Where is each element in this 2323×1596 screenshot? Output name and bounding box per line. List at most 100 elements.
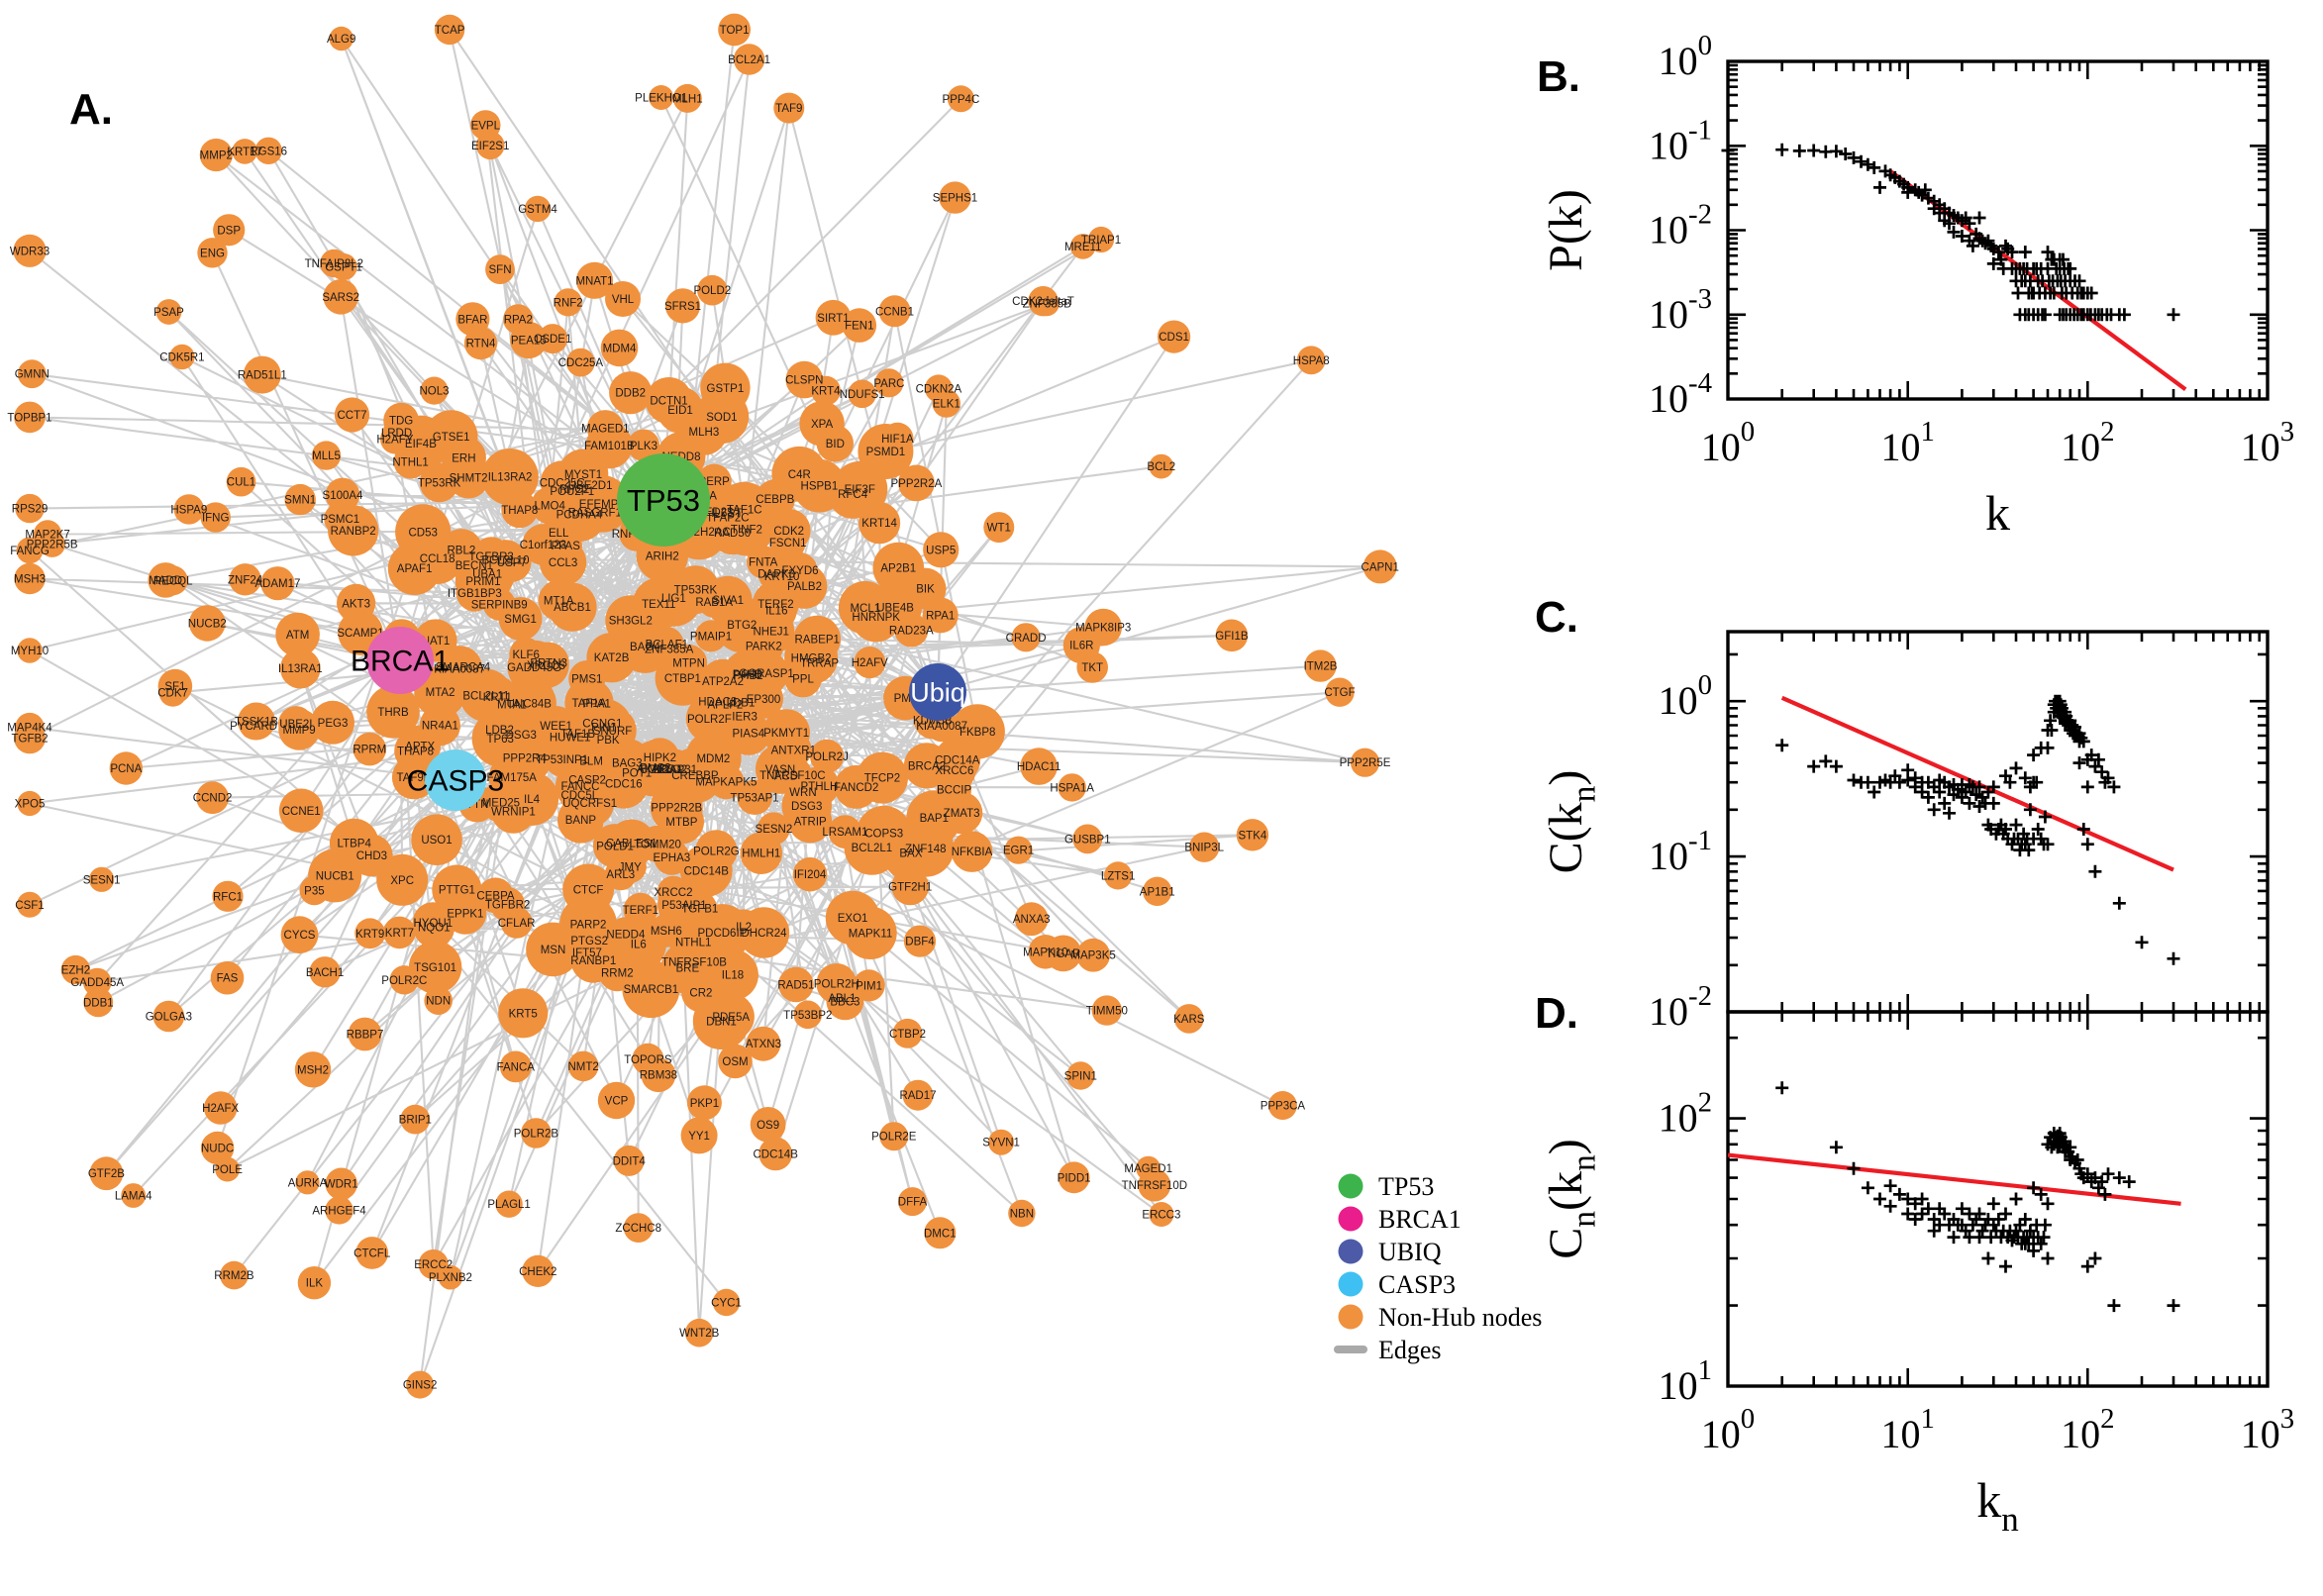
network-node-label: PARC — [873, 378, 904, 390]
network-node-label: RBBP7 — [347, 1030, 384, 1042]
network-node — [1189, 832, 1220, 862]
network-node-label: PSMD1 — [866, 447, 906, 458]
network-node-label: ITM2B — [1304, 661, 1338, 673]
network-node — [902, 1079, 934, 1111]
network-node-label: TFCP2 — [864, 773, 900, 785]
network-node-label: TP53BP2 — [783, 1010, 832, 1022]
network-node-label: FANCD2 — [834, 782, 878, 794]
network-node-label: MAPK10 — [1023, 947, 1067, 958]
network-node-label: LDB2 — [485, 725, 514, 737]
network-node-label: DSG3 — [506, 730, 537, 742]
network-node — [1158, 320, 1191, 353]
network-node-label: FANCC — [561, 781, 600, 793]
y-tick-label: 100 — [1659, 30, 1712, 83]
network-node-label: NR4A1 — [422, 721, 458, 733]
network-node-label: STK4 — [1239, 830, 1267, 842]
network-node-label: UNC84B — [507, 699, 553, 711]
network-node-label: RASGRF1 — [568, 507, 622, 519]
network-node-label: CEBPA — [476, 890, 514, 902]
network-node-label: CDK2deltaT — [1012, 296, 1074, 308]
y-tick-label: 10-1 — [1649, 114, 1712, 167]
network-node-label: CCNB1 — [875, 306, 914, 318]
network-node — [854, 647, 886, 679]
network-node-label: UBE2D1 — [568, 480, 613, 492]
network-node-label: PPA1 — [582, 698, 611, 710]
network-node — [383, 402, 419, 439]
network-node — [503, 304, 534, 335]
network-node — [766, 509, 811, 552]
network-node-label: BCLAF1 — [646, 639, 688, 650]
network-node — [17, 891, 43, 918]
network-node-label: UBA1 — [472, 569, 502, 581]
network-node — [738, 907, 790, 958]
network-node-label: GTF2H1 — [888, 882, 932, 894]
network-node-label: PLAGL1 — [487, 1199, 530, 1211]
network-node — [485, 254, 515, 284]
network-node — [684, 1318, 714, 1347]
network-node-label: FAM175A — [486, 772, 537, 784]
network-node-label: TKT — [1081, 662, 1103, 674]
network-node-label: BID — [826, 439, 845, 450]
network-node-label: MDM2 — [696, 753, 730, 765]
network-node — [17, 638, 43, 663]
network-node-label: MYH10 — [11, 646, 49, 657]
network-node-label: PCDHA4 — [556, 509, 603, 521]
network-node-label: IER3 — [732, 711, 758, 723]
network-node-label: PSMC1 — [321, 514, 360, 526]
network-node-label: TGFB2 — [11, 733, 48, 745]
network-node-label: PHB2 — [733, 670, 762, 682]
network-node-label: TGFB1 — [681, 903, 718, 915]
x-tick-label: 103 — [2241, 1403, 2294, 1456]
network-node-label: MADD — [149, 575, 182, 587]
network-node-label: AKAP8 — [637, 764, 673, 776]
network-node-label: FNTA — [749, 557, 778, 569]
network-node-label: XPC — [390, 875, 414, 887]
network-node-label: CTCFL — [354, 1248, 391, 1260]
network-node — [878, 295, 911, 328]
network-node-label: POLD1 — [596, 841, 634, 852]
hub-label-ubiq: Ubiq — [910, 677, 965, 707]
network-node-label: HUWE1 — [550, 733, 591, 745]
network-node-label: SMARCB1 — [624, 984, 679, 996]
network-node-label: TP63 — [486, 734, 514, 746]
plot-frame — [1726, 59, 2270, 401]
network-node — [1066, 1061, 1095, 1090]
network-node-label: GORASP1 — [739, 668, 794, 680]
network-node-label: RAD17 — [899, 1090, 936, 1102]
network-node — [750, 1107, 786, 1143]
network-node-label: UQCRFS1 — [562, 798, 617, 810]
network-node-label: IL16 — [765, 606, 787, 618]
network-node-label: C4R — [788, 469, 811, 481]
network-node — [1084, 608, 1122, 647]
network-node-label: SEPHS1 — [933, 193, 977, 205]
panel-c-label: C. — [1535, 593, 1578, 642]
network-node-label: NMT2 — [567, 1061, 598, 1073]
network-node-label: RRM2B — [214, 1270, 254, 1282]
network-node-label: EFEMP2 — [579, 499, 625, 511]
network-node — [14, 722, 46, 754]
network-node-label: CDC14A — [935, 755, 980, 767]
network-node — [1104, 861, 1133, 890]
network-node-label: OSM — [722, 1056, 748, 1068]
network-node-label: ELL — [549, 528, 569, 540]
network-node — [337, 583, 376, 623]
plot-frame — [1726, 1010, 2270, 1388]
network-node-label: ZNF24 — [228, 574, 263, 586]
network-node-label: POLR2F — [687, 714, 732, 726]
network-node-label: AP1B1 — [1140, 886, 1175, 898]
network-node-label: SMN1 — [284, 495, 316, 507]
network-node-label: TSSK1B — [235, 717, 278, 729]
network-node-label: RAD50 — [714, 528, 751, 540]
network-node-label: TIMM50 — [1086, 1006, 1128, 1018]
network-node-label: ZNF148 — [905, 844, 947, 855]
network-node-label: RAD51L1 — [238, 370, 287, 382]
network-node — [1149, 453, 1174, 479]
network-node — [420, 376, 449, 405]
network-node — [645, 377, 693, 425]
network-node — [15, 493, 45, 524]
network-node-label: WDR33 — [10, 246, 50, 257]
network-node-label: FANCG — [10, 546, 50, 557]
network-node-label: ARL3 — [606, 869, 635, 881]
